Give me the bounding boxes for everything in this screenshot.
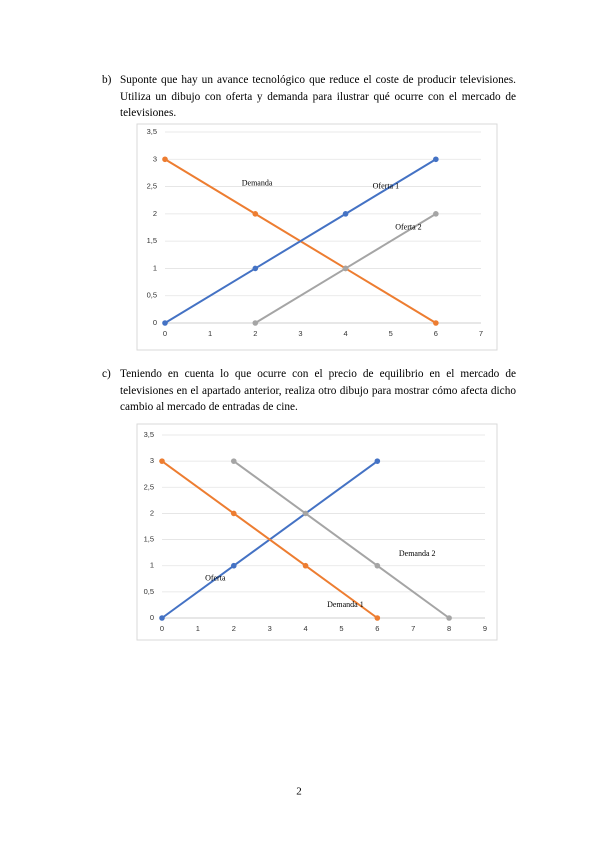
x-tick-label: 3 <box>268 624 272 633</box>
data-point <box>252 265 259 272</box>
page-number: 2 <box>296 786 302 798</box>
data-point <box>446 615 452 621</box>
x-tick-label: 7 <box>411 624 415 633</box>
data-point <box>302 510 309 517</box>
y-tick-label: 2 <box>150 508 154 517</box>
series-label: Oferta 2 <box>395 222 421 231</box>
series-label: Demanda <box>242 179 273 188</box>
series-label: Demanda 1 <box>327 600 364 609</box>
x-tick-label: 6 <box>375 624 379 633</box>
y-tick-label: 0 <box>150 613 154 622</box>
x-tick-label: 4 <box>343 329 347 338</box>
x-tick-label: 2 <box>232 624 236 633</box>
data-point <box>342 211 349 217</box>
y-tick-label: 0 <box>153 318 157 327</box>
x-tick-label: 7 <box>479 329 483 338</box>
x-tick-label: 3 <box>298 329 302 338</box>
question-text: Suponte que hay un avance tecnológico qu… <box>120 74 516 119</box>
x-tick-label: 9 <box>483 624 487 633</box>
chart-frame <box>136 423 498 641</box>
x-tick-label: 8 <box>447 624 451 633</box>
data-point <box>433 156 439 163</box>
series-line <box>164 158 437 324</box>
series-line <box>161 460 378 619</box>
series-line <box>233 460 450 619</box>
y-tick-label: 2,5 <box>144 482 154 491</box>
data-point <box>342 265 349 272</box>
y-tick-label: 3 <box>153 154 157 163</box>
y-tick-label: 3 <box>150 456 154 465</box>
data-point <box>162 320 168 326</box>
series-label: Oferta 1 <box>373 181 399 190</box>
y-tick-label: 1 <box>150 561 154 570</box>
y-tick-label: 0,5 <box>147 291 157 300</box>
y-tick-label: 2,5 <box>147 182 157 191</box>
x-tick-label: 4 <box>303 624 307 633</box>
x-tick-label: 5 <box>339 624 343 633</box>
data-point <box>302 562 309 569</box>
y-tick-label: 3,5 <box>144 430 154 439</box>
data-point <box>374 458 381 464</box>
y-tick-label: 1,5 <box>147 236 157 245</box>
x-tick-label: 0 <box>160 624 164 633</box>
x-tick-label: 6 <box>434 329 438 338</box>
data-point <box>252 320 259 326</box>
data-point <box>159 458 165 464</box>
y-tick-label: 0,5 <box>144 587 154 596</box>
data-point <box>433 320 439 326</box>
x-tick-label: 2 <box>253 329 257 338</box>
question: b) Suponte que hay un avance tecnológico… <box>102 72 516 122</box>
y-tick-label: 1 <box>153 263 157 272</box>
data-point <box>252 211 259 217</box>
series-label: Oferta <box>205 574 226 583</box>
data-point <box>374 562 381 569</box>
y-tick-label: 1,5 <box>144 535 154 544</box>
data-point <box>159 615 165 621</box>
question-text: Teniendo en cuenta lo que ocurre con el … <box>120 368 516 413</box>
question-marker: c) <box>102 368 111 380</box>
chart-frame <box>136 123 498 351</box>
x-tick-label: 5 <box>389 329 393 338</box>
x-tick-label: 0 <box>163 329 167 338</box>
data-point <box>230 510 237 517</box>
y-tick-label: 3,5 <box>147 127 157 136</box>
x-tick-label: 1 <box>208 329 212 338</box>
x-tick-label: 1 <box>196 624 200 633</box>
question-marker: b) <box>102 74 112 86</box>
y-tick-label: 2 <box>153 209 157 218</box>
data-point <box>230 458 237 464</box>
series-label: Demanda 2 <box>399 549 436 558</box>
data-point <box>374 615 381 621</box>
data-point <box>230 562 237 569</box>
question: c) Teniendo en cuenta lo que ocurre con … <box>102 366 516 416</box>
data-point <box>162 156 168 163</box>
data-point <box>433 211 439 217</box>
